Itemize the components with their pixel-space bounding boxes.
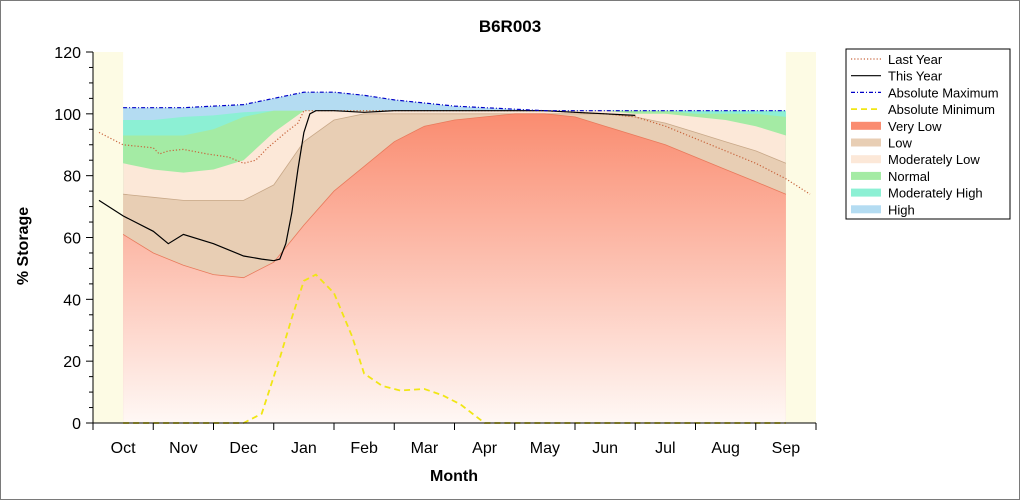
legend-label: Last Year <box>888 52 943 67</box>
legend-swatch <box>851 155 881 164</box>
line-absolute-maximum <box>123 91 786 112</box>
legend-item-moderately-low: Moderately Low <box>851 152 980 167</box>
legend-item-moderately-high: Moderately High <box>851 186 983 201</box>
legend-label: Absolute Minimum <box>888 102 995 117</box>
legend-item-this-year: This Year <box>851 69 943 84</box>
axes <box>86 51 817 430</box>
x-tick-label: Apr <box>472 440 498 457</box>
legend-label: Absolute Maximum <box>888 85 999 100</box>
x-tick-label: Jun <box>592 440 618 457</box>
x-tick-label: Jan <box>291 440 317 457</box>
legend-label: Low <box>888 136 912 151</box>
x-tick-label: Nov <box>169 440 197 457</box>
legend-label: This Year <box>888 69 943 84</box>
y-tick-label: 100 <box>54 107 81 124</box>
legend-item-absolute-maximum: Absolute Maximum <box>851 85 999 100</box>
legend-label: High <box>888 202 915 217</box>
x-tick-label: Feb <box>350 440 378 457</box>
legend-item-last-year: Last Year <box>851 52 943 67</box>
band-very-low <box>123 113 786 424</box>
legend-label: Moderately High <box>888 186 983 201</box>
x-tick-label: Oct <box>111 440 136 457</box>
legend-swatch <box>851 121 881 130</box>
legend-label: Very Low <box>888 119 942 134</box>
legend-label: Normal <box>888 169 930 184</box>
band-edge-very-low <box>122 113 787 279</box>
x-tick-label: Sep <box>772 440 801 457</box>
legend-item-very-low: Very Low <box>851 119 942 134</box>
percentile-bands <box>122 52 787 424</box>
y-tick-label: 80 <box>63 169 81 186</box>
legend-swatch <box>851 188 881 197</box>
x-tick-label: May <box>530 440 560 457</box>
y-tick-label: 40 <box>63 292 81 309</box>
y-tick-label: 120 <box>54 45 81 62</box>
legend-item-high: High <box>851 202 915 217</box>
x-tick-label: Aug <box>711 440 739 457</box>
band-edge-low <box>123 113 787 201</box>
x-tick-label: Dec <box>229 440 257 457</box>
y-tick-label: 0 <box>72 416 81 433</box>
line-this-year <box>98 110 636 262</box>
chart-title: B6R003 <box>479 17 541 36</box>
x-tick-label: Jul <box>655 440 675 457</box>
tick-labels: 0 20 40 60 80 100 120 Oct Nov Dec Jan Feb Mar Apr May J… <box>54 45 800 457</box>
x-tick-label: Mar <box>411 440 439 457</box>
legend-item-normal: Normal <box>851 169 930 184</box>
y-axis-label: % Storage <box>15 207 32 285</box>
legend-item-absolute-minimum: Absolute Minimum <box>851 102 995 117</box>
legend-label: Moderately Low <box>888 152 980 167</box>
legend-item-low: Low <box>851 136 912 151</box>
y-tick-label: 20 <box>63 354 81 371</box>
legend-swatch <box>851 138 881 147</box>
legend-swatch <box>851 171 881 180</box>
y-tick-label: 60 <box>63 231 81 248</box>
x-axis-label: Month <box>430 468 478 485</box>
legend-swatch <box>851 205 881 214</box>
